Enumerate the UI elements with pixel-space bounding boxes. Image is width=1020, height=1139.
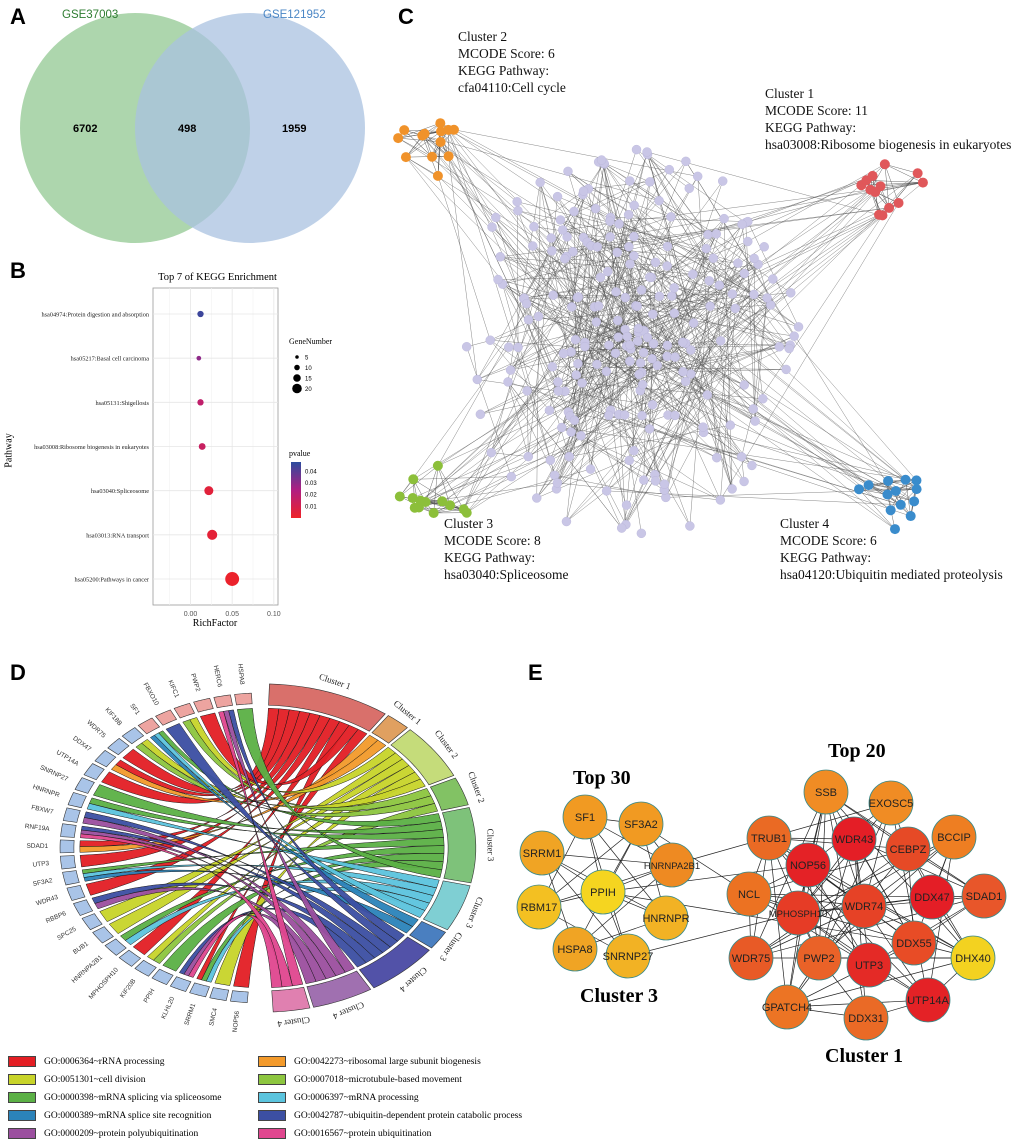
- gene-node-label: HNRNPA2B1: [644, 861, 700, 872]
- gene-node-label: DDX31: [848, 1013, 883, 1025]
- legend-swatch: [8, 1128, 36, 1139]
- top20-label: Top 20: [828, 740, 886, 763]
- gene-node-label: HSPA8: [557, 944, 592, 956]
- gene-node-label: GPATCH4: [762, 1002, 812, 1014]
- top30-label: Top 30: [573, 767, 631, 790]
- gene-node-label: SDAD1: [966, 891, 1003, 903]
- gene-node-label: WDR43: [835, 834, 874, 846]
- gene-node-label: TRUB1: [751, 833, 787, 845]
- gene-node-label: SF1: [575, 812, 595, 824]
- gene-node-label: DDX47: [914, 892, 949, 904]
- gene-node-label: PWP2: [803, 953, 834, 965]
- legend-swatch: [258, 1128, 286, 1139]
- gene-node-label: BCCIP: [937, 832, 971, 844]
- gene-node-label: WDR74: [845, 901, 884, 913]
- gene-node-label: DHX40: [955, 953, 990, 965]
- gene-node-label: NOP56: [790, 860, 826, 872]
- gene-node-label: UTP14A: [907, 995, 949, 1007]
- gene-node-label: PPIH: [590, 887, 616, 899]
- gene-node-label: MPHOSPH10: [769, 909, 828, 920]
- legend-item: GO:0000209~protein polyubiquitination: [8, 1128, 198, 1139]
- gene-node-label: SNRNP27: [603, 951, 654, 963]
- gene-node-label: DDX55: [896, 938, 931, 950]
- legend-label: GO:0000209~protein polyubiquitination: [44, 1129, 198, 1139]
- gene-node-label: WDR75: [732, 953, 771, 965]
- legend-label: GO:0016567~protein ubiquitination: [294, 1129, 431, 1139]
- gene-node-label: RBM17: [521, 902, 558, 914]
- network-edge: [603, 865, 808, 892]
- gene-node-label: EXOSC5: [869, 798, 914, 810]
- gene-node-label: SRRM1: [523, 848, 562, 860]
- gene-node-label: CEBPZ: [890, 844, 927, 856]
- gene-node-label: NCL: [738, 889, 760, 901]
- gene-node-label: UTP3: [855, 960, 883, 972]
- gene-node-label: SF3A2: [624, 819, 658, 831]
- cluster1-label: Cluster 1: [825, 1045, 903, 1068]
- legend-item: GO:0016567~protein ubiquitination: [258, 1128, 431, 1139]
- gene-node-label: SSB: [815, 787, 837, 799]
- cluster3-label: Cluster 3: [580, 985, 658, 1008]
- gene-node-label: HNRNPR: [642, 913, 689, 925]
